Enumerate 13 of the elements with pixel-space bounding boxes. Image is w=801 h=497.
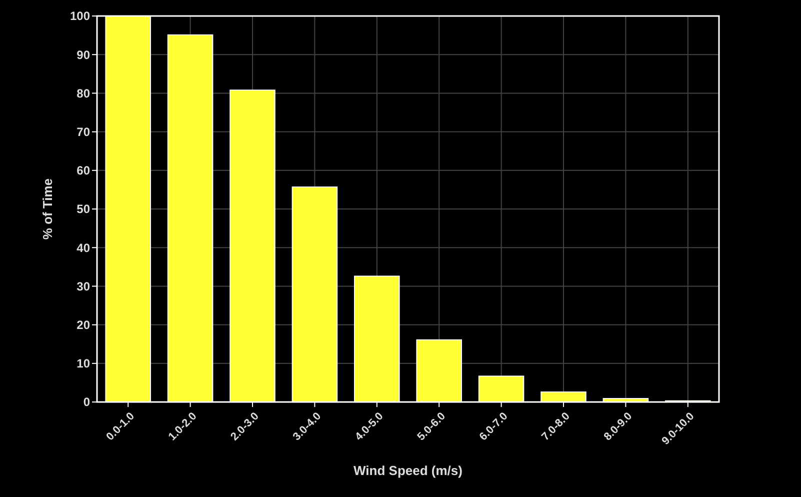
y-tick-label: 50 <box>76 202 90 216</box>
y-tick-label: 80 <box>76 86 90 100</box>
y-tick-label: 0 <box>83 395 90 410</box>
y-tick-label: 90 <box>76 48 90 62</box>
y-tick-label: 20 <box>76 318 90 332</box>
y-tick-label: 40 <box>76 240 90 255</box>
y-tick-label: 30 <box>76 279 90 294</box>
y-axis-title: % of Time <box>40 178 55 240</box>
y-tick-label: 10 <box>76 356 90 371</box>
y-tick-label: 70 <box>76 125 90 139</box>
x-axis-title: Wind Speed (m/s) <box>354 463 462 478</box>
y-tick-label: 100 <box>70 9 90 24</box>
y-tick-label: 60 <box>76 164 90 178</box>
